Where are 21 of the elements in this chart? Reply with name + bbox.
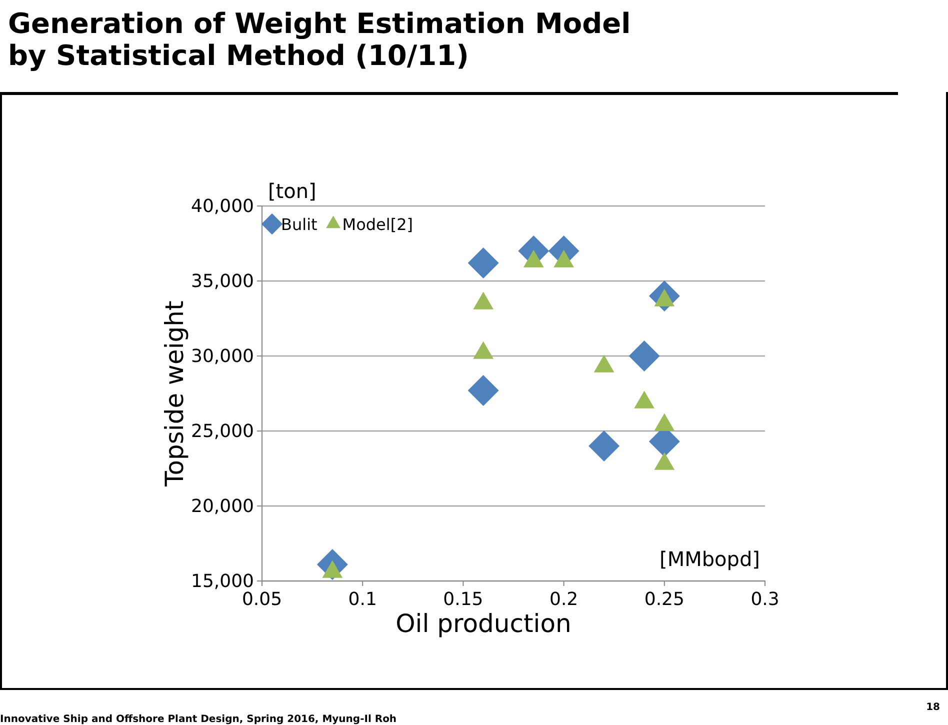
x-tick-label: 0.2 (549, 589, 578, 610)
y-tick-label: 40,000 (191, 196, 254, 217)
x-tick-label: 0.25 (644, 589, 684, 610)
y-tick-label: 15,000 (191, 570, 254, 592)
y-tick-label: 25,000 (191, 420, 254, 442)
chart-title: Generation of Weight Estimation Model by Statistical Method (10/11) (8, 7, 632, 72)
x-tick-label: 0.3 (750, 589, 780, 610)
text: 18 (926, 702, 940, 713)
y-axis-title: Topside weight (160, 300, 189, 488)
x-tick-label: 0.05 (242, 589, 282, 610)
x-tick-label: 0.15 (443, 589, 484, 610)
legend-label: Bulit (281, 215, 318, 234)
annotation: [MMbopd] (660, 547, 760, 571)
legend-label: Model[2] (342, 215, 413, 234)
x-tick-label: 0.1 (348, 589, 377, 610)
y-tick-label: 35,000 (191, 270, 254, 292)
text: Innovative Ship and Offshore Plant Design, Spring 2016, Myung-Il Roh (0, 714, 397, 725)
y-tick-label: 20,000 (191, 496, 254, 517)
y-tick-label: 30,000 (191, 346, 254, 367)
text: [ton] (268, 179, 316, 203)
x-axis-title: Oil production (396, 609, 572, 638)
